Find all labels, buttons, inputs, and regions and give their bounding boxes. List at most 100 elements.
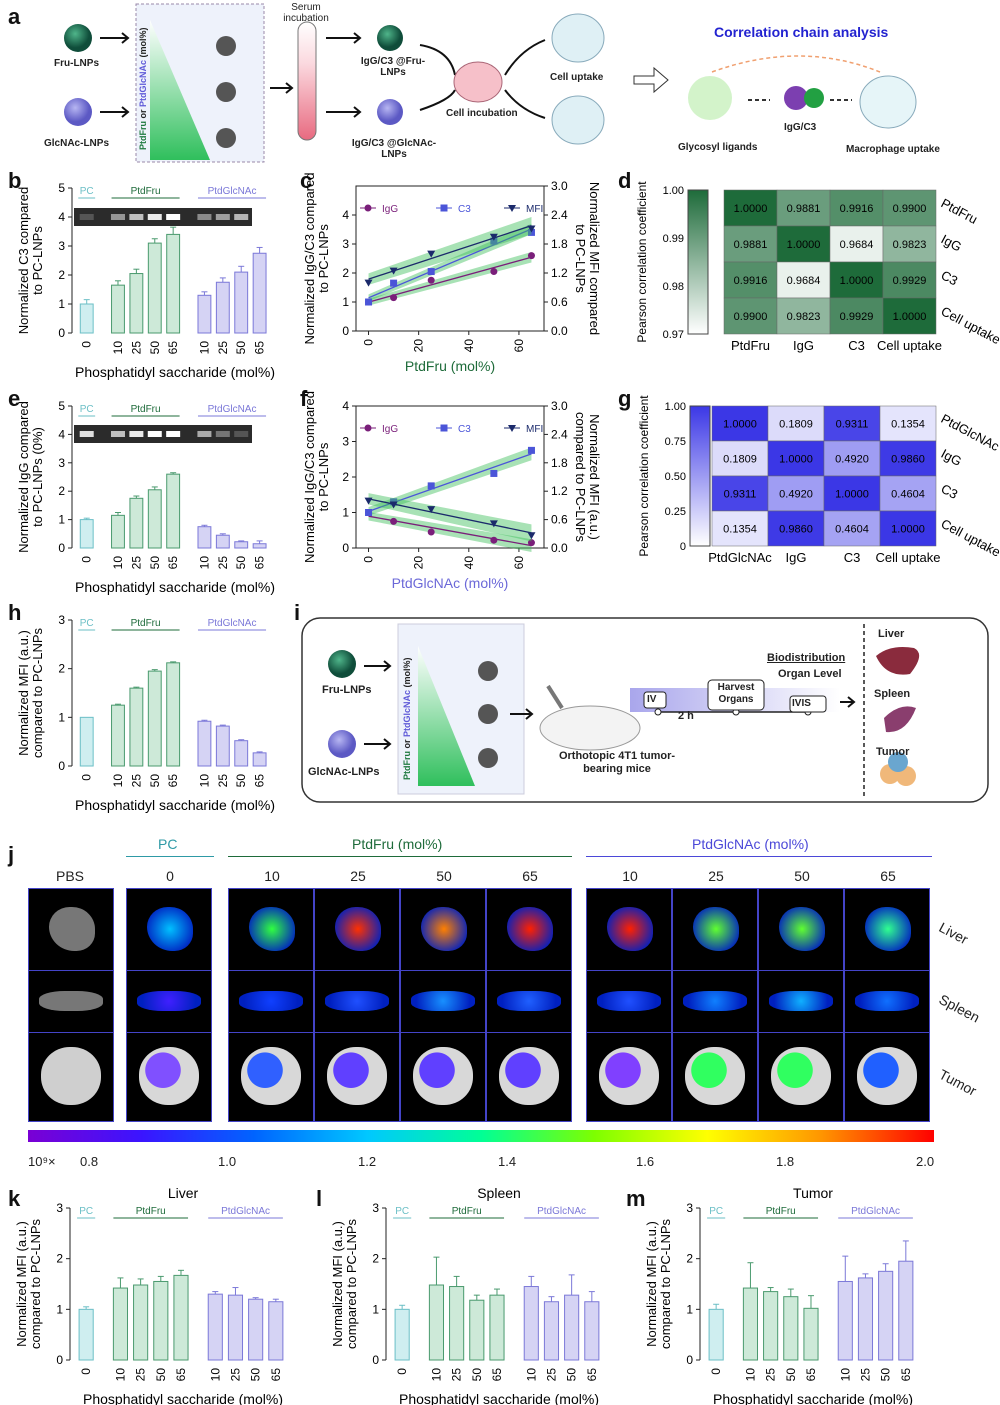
j-organ-image [228, 1032, 314, 1122]
j-organ-signal [769, 991, 833, 1011]
heatmap-value: 0.9684 [840, 239, 874, 251]
heatmap-value: 0.9916 [840, 203, 874, 215]
bar [111, 514, 125, 549]
bar [79, 716, 94, 767]
heatmap-cell [882, 225, 937, 263]
data-point-mfi [527, 532, 536, 540]
x-tick-label: 10 [208, 1368, 222, 1382]
j-organ-signal [413, 1047, 473, 1105]
lnp-icon [216, 82, 236, 102]
colorbar-tick: 1.00 [663, 185, 684, 197]
blot-band [252, 214, 267, 220]
colorbar-tick: 0.98 [663, 281, 684, 293]
j-organ-image [28, 888, 114, 972]
y2-axis-label: Normalized MFI (a.u.)compared to PC-LNPs [573, 412, 602, 543]
blot-band [166, 214, 181, 220]
legend-label: IgG [382, 424, 398, 435]
j-fru-line [228, 856, 572, 857]
i-glcnac-label: GlcNAc-LNPs [308, 766, 380, 778]
x-tick-label: 65 [585, 1368, 599, 1382]
data-point-mfi [364, 279, 373, 287]
colorbar-label: Pearson correlation coefficient [635, 181, 649, 343]
y2-tick-label: 1.2 [551, 266, 568, 280]
y-tick-label: 3 [342, 237, 349, 251]
y-tick-label: 3 [56, 1201, 63, 1215]
data-point-igg [490, 268, 498, 276]
chart-d: 1.00 0.99 0.98 0.97 Pearson correlation coef… [635, 181, 1000, 353]
heatmap-cell [767, 440, 825, 477]
arrow-icon [840, 696, 856, 708]
blot-band [215, 431, 230, 437]
x-tick-label: 25 [858, 1368, 872, 1382]
j-row-label: Spleen [936, 991, 983, 1026]
y-tick-label: 1 [56, 1302, 63, 1316]
x-tick-label: 65 [174, 1368, 188, 1382]
gradient-triangle [150, 20, 210, 160]
y-tick-label: 4 [342, 399, 349, 413]
j-organ-image [672, 888, 758, 972]
group-label-fru: PtdFru [452, 1206, 482, 1217]
heatmap-value: 0.9916 [734, 275, 768, 287]
data-point-igg [527, 539, 535, 547]
j-organ-signal [499, 1047, 559, 1105]
heatmap-cell [882, 297, 937, 335]
heatmap-cell [767, 510, 825, 547]
x-tick-label: 10 [429, 1368, 443, 1382]
group-label-fru: PtdFru [131, 618, 161, 629]
bar [489, 1294, 505, 1361]
panel-label-k: k [8, 1186, 21, 1211]
cell-incubation-label: Cell incubation [446, 108, 518, 119]
heatmap-col-label: PtdGlcNAc [708, 550, 772, 565]
data-point-mfi [489, 233, 498, 241]
x-tick-label: 50 [148, 341, 162, 355]
bar [543, 1301, 560, 1361]
glycosyl-label: Glycosyl ligands [678, 142, 758, 153]
x-tick-label: 0 [80, 774, 94, 781]
blot-band [147, 214, 162, 220]
y2-tick-label: 0.0 [551, 541, 568, 555]
j-organ-signal [249, 907, 295, 951]
y-tick-label: 0 [58, 541, 65, 555]
i-liver-label: Liver [878, 628, 905, 640]
j-organ-signal [599, 1047, 659, 1105]
x-tick-label: 0 [80, 341, 94, 348]
blot-band [166, 431, 181, 437]
x-tick-label: 0 [80, 556, 94, 563]
y2-tick-label: 1.2 [551, 484, 568, 498]
legend-label: C3 [458, 204, 471, 215]
x-tick-label: 65 [804, 1368, 818, 1382]
y-tick-label: 3 [686, 1201, 693, 1215]
y-axis-label: Normalized C3 comparedto PC-LNPs [16, 187, 45, 334]
confidence-band [368, 447, 532, 516]
j-organ-signal [239, 991, 303, 1011]
heatmap-value: 0.1809 [723, 454, 757, 466]
arrow-icon [364, 660, 392, 750]
group-label-fru: PtdFru [131, 404, 161, 415]
x-tick-label: 0 [362, 339, 376, 346]
i-organ-level-label: Organ Level [778, 668, 842, 680]
group-label-pc: PC [395, 1206, 409, 1217]
y2-tick-label: 3.0 [551, 179, 568, 193]
lnp-icon [216, 128, 236, 148]
j-organ-signal [137, 991, 201, 1011]
group-label-pc: PC [79, 1206, 93, 1217]
x-tick-label: 50 [879, 1368, 893, 1382]
bar [248, 1298, 264, 1361]
panel-label-l: l [316, 1186, 323, 1211]
heatmap-value: 0.4604 [891, 489, 925, 501]
j-organ-image [586, 970, 672, 1034]
j-organ-image [400, 1032, 486, 1122]
legend-marker [364, 204, 372, 212]
y-axis-label: Normalized MFI (a.u.)compared to PC-LNPs [330, 1218, 359, 1349]
y-tick-label: 4 [342, 208, 349, 222]
heatmap-cell [723, 261, 778, 299]
bar [584, 1301, 600, 1361]
x-tick-label: 50 [234, 556, 248, 570]
blot-band [147, 431, 162, 437]
group-label-glc: PtdGlcNAc [851, 1206, 900, 1217]
data-point-mfi [389, 267, 398, 275]
x-tick-label: 25 [764, 1368, 778, 1382]
y-tick-label: 2 [686, 1252, 693, 1266]
lnp-icon [216, 36, 236, 56]
test-tube-icon [297, 21, 317, 141]
